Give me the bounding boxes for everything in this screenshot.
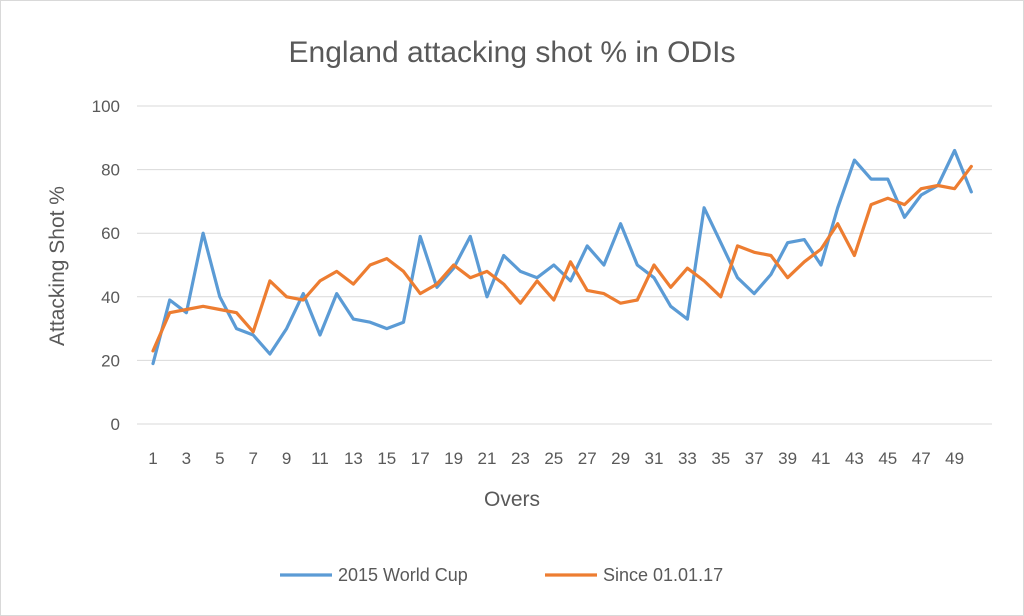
x-tick-label: 35 bbox=[711, 449, 730, 468]
x-tick-label: 3 bbox=[182, 449, 191, 468]
legend-label: Since 01.01.17 bbox=[603, 565, 723, 585]
x-tick-label: 15 bbox=[377, 449, 396, 468]
y-tick-label: 20 bbox=[101, 351, 120, 370]
x-axis-ticks: 1 3 5 7 9 11 13 15 17 19 21 23 25 27 29 31 33 35 37 39 41 43 4… bbox=[148, 449, 964, 468]
x-tick-label: 43 bbox=[845, 449, 864, 468]
x-tick-label: 31 bbox=[645, 449, 664, 468]
x-tick-label: 25 bbox=[544, 449, 563, 468]
x-tick-label: 29 bbox=[611, 449, 630, 468]
legend-label: 2015 World Cup bbox=[338, 565, 468, 585]
x-tick-label: 33 bbox=[678, 449, 697, 468]
y-axis-label: Attacking Shot % bbox=[46, 186, 69, 346]
y-tick-label: 100 bbox=[92, 97, 120, 116]
series-line-2 bbox=[151, 164, 973, 353]
x-tick-label: 23 bbox=[511, 449, 530, 468]
x-tick-label: 39 bbox=[778, 449, 797, 468]
y-tick-label: 40 bbox=[101, 288, 120, 307]
x-tick-label: 19 bbox=[444, 449, 463, 468]
gridlines bbox=[137, 105, 992, 425]
y-tick-label: 80 bbox=[101, 161, 120, 180]
x-tick-label: 21 bbox=[478, 449, 497, 468]
x-tick-label: 1 bbox=[148, 449, 157, 468]
x-tick-label: 27 bbox=[578, 449, 597, 468]
x-tick-label: 13 bbox=[344, 449, 363, 468]
x-tick-label: 37 bbox=[745, 449, 764, 468]
x-tick-label: 47 bbox=[912, 449, 931, 468]
x-tick-label: 11 bbox=[311, 449, 329, 468]
x-axis-label: Overs bbox=[484, 488, 540, 511]
legend: 2015 World Cup Since 01.01.17 bbox=[280, 565, 723, 585]
y-tick-label: 60 bbox=[101, 224, 120, 243]
series-line-1 bbox=[151, 148, 973, 366]
x-tick-label: 41 bbox=[812, 449, 831, 468]
x-tick-label: 45 bbox=[878, 449, 897, 468]
chart-title: England attacking shot % in ODIs bbox=[289, 36, 736, 69]
y-axis-ticks: 0 20 40 60 80 100 bbox=[92, 97, 120, 434]
x-tick-label: 49 bbox=[945, 449, 964, 468]
series-lines bbox=[151, 148, 973, 366]
x-tick-label: 5 bbox=[215, 449, 224, 468]
x-tick-label: 9 bbox=[282, 449, 291, 468]
y-tick-label: 0 bbox=[111, 415, 120, 434]
x-tick-label: 7 bbox=[248, 449, 257, 468]
x-tick-label: 17 bbox=[411, 449, 430, 468]
